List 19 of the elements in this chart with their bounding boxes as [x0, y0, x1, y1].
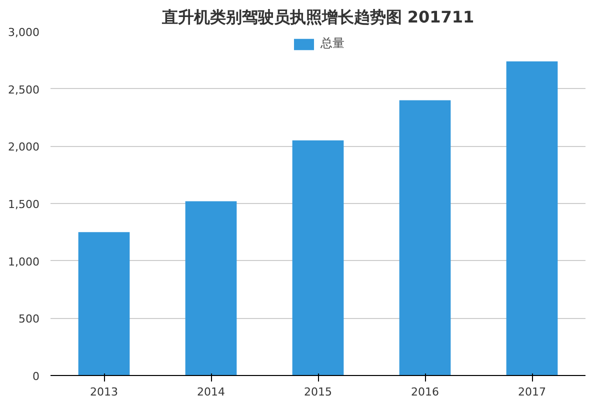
y-tick-label: 0: [32, 370, 40, 383]
bar: [506, 61, 558, 376]
y-tick-label: 1,500: [8, 198, 40, 211]
y-tick-label: 2,500: [8, 83, 40, 96]
y-tick-label: 3,000: [8, 26, 40, 39]
y-tick-label: 2,000: [8, 140, 40, 154]
x-tick-label: 2015: [304, 386, 332, 398]
x-tick-label: 2014: [197, 386, 226, 398]
y-tick-label: 1,000: [8, 255, 40, 268]
chart-title: 直升机类别驾驶员执照增长趋势图 201711: [160, 8, 474, 26]
bar: [399, 100, 451, 376]
x-tick-label: 2017: [518, 386, 546, 398]
bar: [292, 140, 344, 376]
legend-label: 总量: [320, 35, 344, 52]
bar: [185, 201, 237, 376]
y-tick-label: 500: [18, 312, 40, 326]
x-tick-label: 2013: [90, 386, 118, 398]
bar: [78, 232, 130, 376]
x-tick-label: 2016: [411, 386, 440, 398]
